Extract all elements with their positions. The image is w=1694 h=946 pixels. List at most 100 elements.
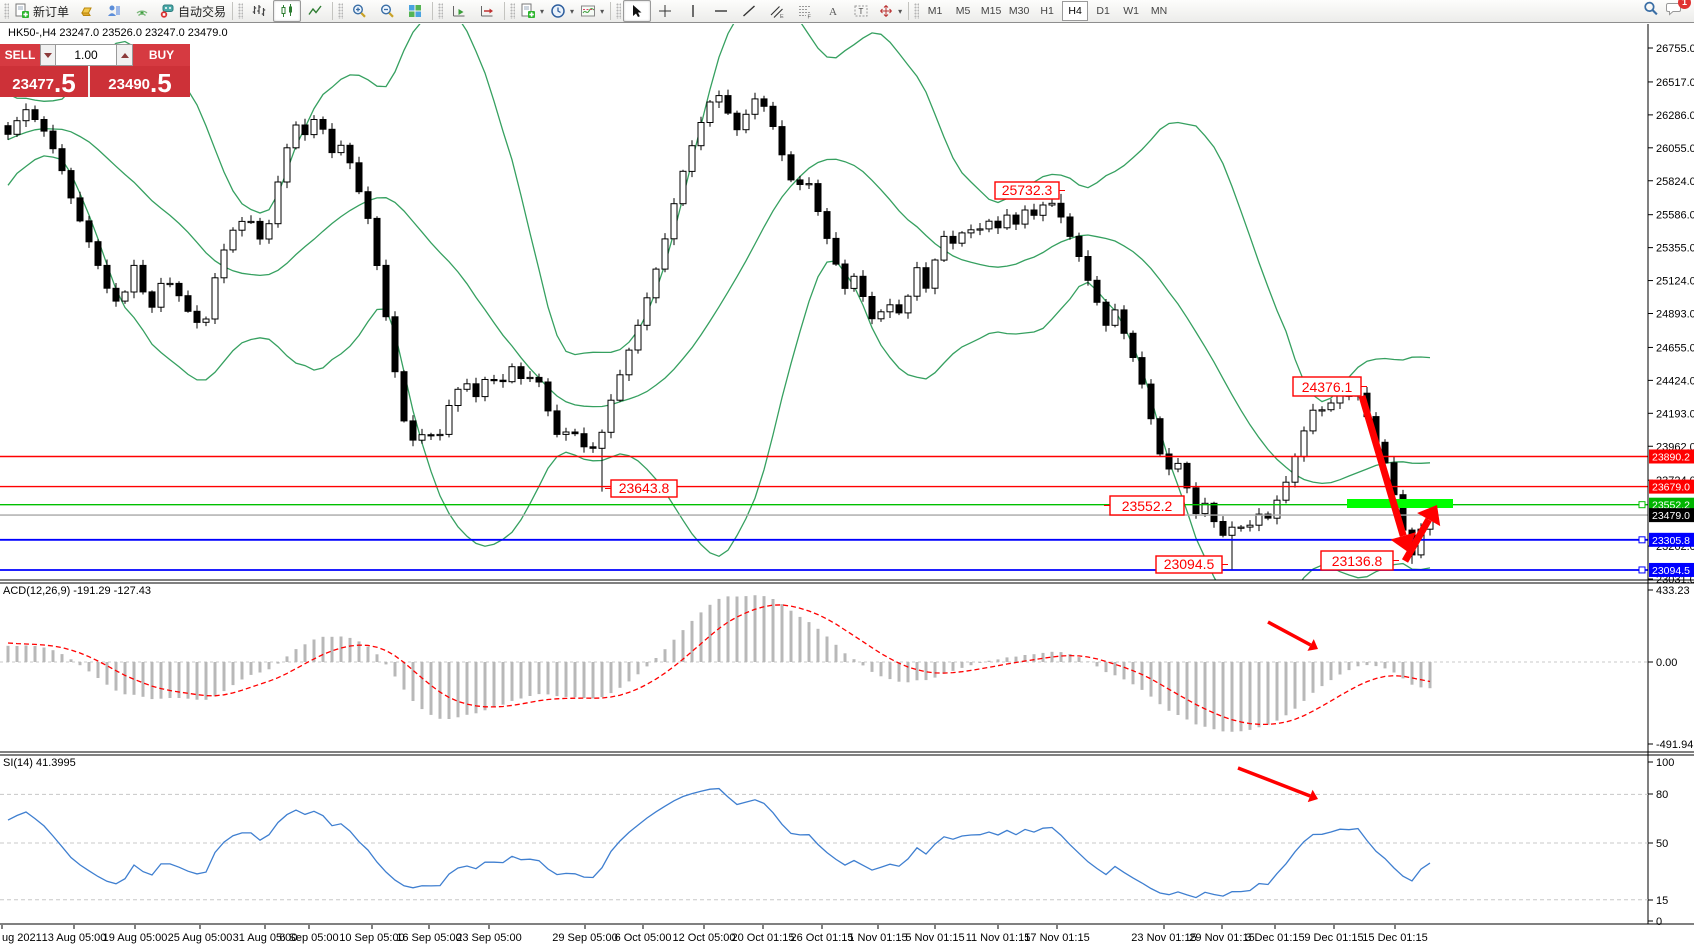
new-order-button[interactable]: 新订单 bbox=[11, 0, 72, 22]
bar-chart-button[interactable] bbox=[245, 0, 273, 22]
chart-title: HK50-,H4 23247.0 23526.0 23247.0 23479.0 bbox=[8, 27, 228, 39]
price-annotation[interactable]: 24376.1 bbox=[1292, 376, 1367, 397]
volume-decrease-button[interactable] bbox=[40, 44, 56, 66]
cursor-icon bbox=[629, 3, 645, 19]
market-watch-button[interactable] bbox=[100, 0, 128, 22]
price-tick-label: 24893.0 bbox=[1656, 309, 1694, 321]
macd-tick-label: 0.00 bbox=[1656, 657, 1677, 669]
red-arrow-drawing[interactable] bbox=[1267, 620, 1318, 651]
zoom-out-button[interactable] bbox=[373, 0, 401, 22]
trendline-tool-button[interactable] bbox=[735, 0, 763, 22]
autotrading-button[interactable]: 自动交易 bbox=[156, 0, 229, 22]
timeframe-mn-button[interactable]: MN bbox=[1150, 5, 1168, 17]
price-badge bbox=[1649, 532, 1694, 547]
sell-price-display[interactable]: 23477.5 bbox=[0, 66, 88, 97]
line-anchor-square[interactable] bbox=[1638, 536, 1646, 544]
rsi-tick-label: 80 bbox=[1656, 789, 1668, 801]
timeframe-h4-button[interactable]: H4 bbox=[1062, 1, 1089, 21]
rsi-tick-label: 100 bbox=[1656, 757, 1674, 769]
vline-tool-button[interactable] bbox=[679, 0, 707, 22]
timeframe-h1-button[interactable]: H1 bbox=[1040, 5, 1054, 17]
cursor-button[interactable] bbox=[623, 0, 652, 22]
fibonacci-tool-button[interactable]: F bbox=[791, 0, 819, 22]
zoom-in-button[interactable] bbox=[345, 0, 373, 22]
price-tick-label: 23031.0 bbox=[1656, 574, 1694, 586]
toolbar-separator bbox=[610, 2, 612, 20]
gold-bar-icon bbox=[78, 3, 94, 19]
period-button[interactable]: ▾ bbox=[547, 0, 577, 22]
toolbar-grip bbox=[510, 3, 516, 19]
line-chart-button[interactable] bbox=[301, 0, 329, 22]
search-icon[interactable] bbox=[1642, 0, 1659, 22]
bars-icon bbox=[251, 3, 267, 19]
price-annotation[interactable]: 23552.2 bbox=[1104, 495, 1185, 516]
notification-badge: 1 bbox=[1678, 0, 1691, 9]
time-tick-label: 5 Nov 01:15 bbox=[905, 932, 964, 944]
text-tool-button[interactable]: A bbox=[819, 0, 847, 22]
buy-button[interactable]: BUY bbox=[133, 44, 190, 66]
arrows-tool-button[interactable]: ▾ bbox=[875, 0, 905, 22]
volume-input[interactable]: 1.00 bbox=[56, 44, 116, 66]
fibo-icon: F bbox=[797, 3, 813, 19]
autotrade-icon bbox=[159, 3, 175, 19]
price-annotation[interactable]: 23643.8 bbox=[605, 479, 678, 498]
price-annotation[interactable]: 23136.8 bbox=[1320, 550, 1399, 571]
line-anchor-square[interactable] bbox=[1638, 566, 1646, 574]
price-tick-label: 25586.0 bbox=[1656, 210, 1694, 222]
chart-background bbox=[0, 24, 1694, 946]
autotrading-button-label: 自动交易 bbox=[178, 4, 227, 19]
red-arrow-drawing[interactable] bbox=[1237, 766, 1318, 803]
timeframe-m30-button[interactable]: M30 bbox=[1008, 5, 1030, 17]
toolbar-grip bbox=[4, 3, 9, 19]
sell-button[interactable]: SELL bbox=[0, 44, 40, 66]
svg-text:A: A bbox=[829, 6, 837, 18]
signals-button[interactable] bbox=[128, 0, 156, 22]
time-tick-label: 17 Nov 01:15 bbox=[1024, 932, 1089, 944]
timeframe-m15-button[interactable]: M15 bbox=[980, 5, 1002, 17]
candles-icon bbox=[279, 3, 295, 19]
time-tick-label: 9 Dec 01:15 bbox=[1304, 932, 1363, 944]
price-annotation[interactable]: 23094.5 bbox=[1155, 555, 1228, 574]
timeframe-m1-button[interactable]: M1 bbox=[927, 5, 943, 17]
svg-text:23094.5: 23094.5 bbox=[1164, 556, 1215, 572]
price-annotation[interactable]: 25732.3 bbox=[994, 181, 1065, 200]
red-arrow-drawing[interactable] bbox=[1401, 505, 1441, 563]
market-depth-button[interactable] bbox=[72, 0, 100, 22]
volume-increase-button[interactable] bbox=[116, 44, 133, 66]
price-badge-label: 23479.0 bbox=[1652, 510, 1690, 522]
time-tick-label: 16 Sep 05:00 bbox=[396, 932, 461, 944]
timeframe-d1-button[interactable]: D1 bbox=[1096, 5, 1110, 17]
time-tick-label: 29 Nov 01:15 bbox=[1189, 932, 1254, 944]
price-tick-label: 26286.0 bbox=[1656, 110, 1694, 122]
svg-text:24376.1: 24376.1 bbox=[1302, 379, 1353, 395]
candlestick-button[interactable] bbox=[273, 0, 302, 22]
timeframe-m5-button[interactable]: M5 bbox=[955, 5, 971, 17]
new-chart-button[interactable]: ▾ bbox=[517, 0, 547, 22]
price-tick-label: 26517.0 bbox=[1656, 77, 1694, 89]
time-tick-label: 10 Sep 05:00 bbox=[339, 932, 404, 944]
tile-windows-button[interactable] bbox=[401, 0, 429, 22]
chart-shift-button[interactable] bbox=[473, 0, 501, 22]
crosshair-icon bbox=[657, 3, 673, 19]
price-badge-label: 23305.8 bbox=[1652, 535, 1690, 547]
chat-button[interactable]: 1 bbox=[1665, 0, 1691, 22]
time-tick-label: 6 Oct 05:00 bbox=[615, 932, 672, 944]
line-anchor-square[interactable] bbox=[1638, 501, 1646, 509]
buy-price-display[interactable]: 23490.5 bbox=[90, 66, 190, 97]
candles bbox=[4, 89, 1434, 570]
buy-price-main: 23490 bbox=[108, 76, 151, 93]
time-tick-label: 20 Oct 01:15 bbox=[732, 932, 795, 944]
crosshair-button[interactable] bbox=[651, 0, 679, 22]
hline-tool-button[interactable] bbox=[707, 0, 735, 22]
price-badge-label: 23679.0 bbox=[1652, 482, 1690, 494]
one-click-trading-panel: SELL 1.00 BUY 23477.5 23490.5 bbox=[0, 44, 190, 97]
dropdown-caret-icon: ▾ bbox=[540, 6, 545, 16]
zoom-in-icon bbox=[351, 3, 367, 19]
channel-tool-button[interactable]: E bbox=[763, 0, 791, 22]
template-button[interactable]: ▾ bbox=[577, 0, 607, 22]
timeframe-w1-button[interactable]: W1 bbox=[1123, 5, 1139, 17]
label-tool-button[interactable]: T bbox=[847, 0, 875, 22]
green-highlight-bar[interactable] bbox=[1347, 499, 1453, 508]
auto-scroll-button[interactable] bbox=[445, 0, 473, 22]
